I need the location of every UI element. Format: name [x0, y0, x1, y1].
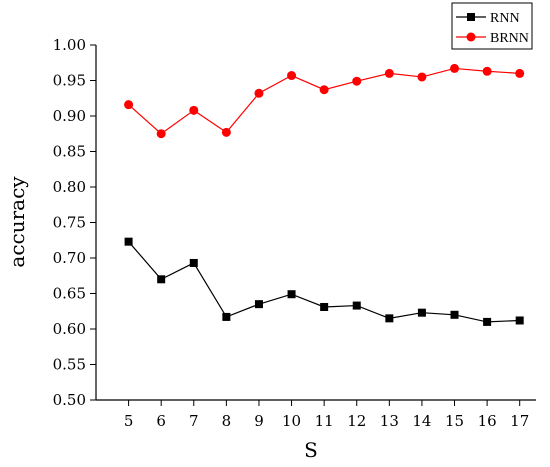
- legend-rnn-marker: [467, 13, 475, 21]
- brnn-series-line: [128, 67, 520, 135]
- x-tick-label: 16: [478, 412, 497, 430]
- series-layer: [124, 63, 525, 326]
- x-axis-title: S: [304, 438, 318, 462]
- y-axis-title: accuracy: [5, 176, 29, 268]
- rnn-point: [189, 258, 198, 267]
- brnn-point: [156, 129, 166, 139]
- y-tick-label: 1.00: [53, 36, 86, 54]
- x-tick-label: 8: [222, 412, 232, 430]
- brnn-point: [450, 63, 460, 73]
- chart-axes: [95, 45, 536, 401]
- rnn-point: [385, 314, 394, 323]
- y-tick-label: 0.90: [53, 107, 86, 125]
- brnn-point: [515, 68, 525, 78]
- brnn-point: [221, 127, 231, 137]
- y-tick-label: 0.55: [53, 356, 86, 374]
- brnn-point: [124, 100, 134, 110]
- brnn-point: [352, 76, 362, 86]
- x-tick-label: 12: [347, 412, 366, 430]
- y-tick-label: 0.50: [53, 391, 86, 409]
- brnn-point: [189, 105, 199, 115]
- legend-rnn-label: RNN: [490, 11, 520, 26]
- x-tick-label: 13: [380, 412, 399, 430]
- rnn-point: [320, 302, 329, 311]
- x-axis-ticks: 5 6 7 8 9 10 11 12 13 14 15 16 17: [124, 400, 529, 430]
- rnn-point: [515, 316, 524, 325]
- legend-box: [451, 2, 533, 50]
- brnn-point: [254, 88, 264, 98]
- x-tick-label: 9: [254, 412, 264, 430]
- rnn-point: [254, 300, 263, 309]
- rnn-point: [483, 317, 492, 326]
- brnn-point: [482, 66, 492, 76]
- y-tick-label: 0.95: [53, 72, 86, 90]
- x-tick-label: 5: [124, 412, 134, 430]
- brnn-point: [319, 85, 329, 95]
- brnn-point: [384, 68, 394, 78]
- y-tick-label: 0.70: [53, 249, 86, 267]
- rnn-point: [352, 301, 361, 310]
- y-tick-label: 0.65: [53, 285, 86, 303]
- x-tick-label: 6: [156, 412, 166, 430]
- y-tick-label: 0.75: [53, 214, 86, 232]
- y-tick-label: 0.85: [53, 143, 86, 161]
- legend-brnn-label: BRNN: [490, 31, 529, 46]
- rnn-point: [222, 312, 231, 321]
- y-tick-label: 0.60: [53, 320, 86, 338]
- x-tick-label: 11: [315, 412, 334, 430]
- x-tick-label: 17: [510, 412, 529, 430]
- rnn-point: [450, 310, 459, 319]
- x-tick-label: 10: [282, 412, 301, 430]
- legend: RNN BRNN: [451, 2, 533, 50]
- rnn-point: [287, 290, 296, 299]
- y-tick-label: 0.80: [53, 178, 86, 196]
- x-tick-label: 15: [445, 412, 464, 430]
- x-tick-label: 7: [189, 412, 199, 430]
- y-axis-ticks: 0.50 0.55 0.60 0.65 0.70 0.75 0.80 0.85 0.90 0.95…: [53, 36, 96, 409]
- x-tick-label: 14: [412, 412, 431, 430]
- brnn-point: [417, 72, 427, 82]
- rnn-point: [124, 237, 133, 246]
- rnn-point: [417, 308, 426, 317]
- rnn-point: [157, 275, 166, 284]
- legend-brnn-marker: [466, 32, 476, 42]
- brnn-point: [287, 71, 297, 81]
